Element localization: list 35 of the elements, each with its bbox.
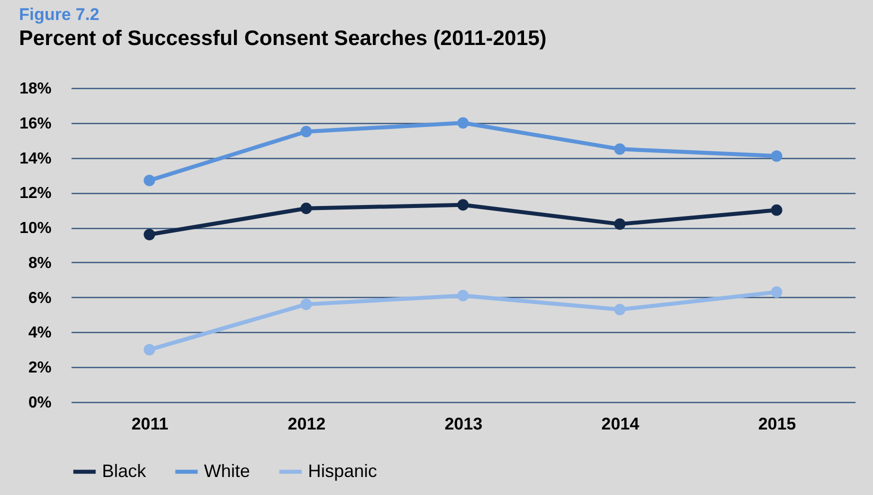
point xyxy=(300,298,312,310)
point xyxy=(457,199,469,211)
x-tick-label: 2012 xyxy=(288,414,326,434)
y-tick-label: 12% xyxy=(19,185,52,202)
point xyxy=(770,204,782,216)
y-tick-label: 18% xyxy=(19,80,52,98)
point xyxy=(144,228,156,240)
point xyxy=(300,202,312,214)
point xyxy=(457,290,469,302)
y-tick-label: 6% xyxy=(28,290,52,307)
y-tick-label: 14% xyxy=(19,150,52,168)
point xyxy=(144,174,156,186)
y-tick-label: 8% xyxy=(28,254,52,272)
chart-subtitle: Percent of Successful Consent Searches (2011-2015) xyxy=(18,27,547,50)
x-tick-label: 2013 xyxy=(444,414,482,434)
point xyxy=(770,150,782,162)
x-tick-label: 2011 xyxy=(131,414,168,434)
y-tick-label: 4% xyxy=(28,324,52,342)
point xyxy=(300,126,312,138)
legend-label: Hispanic xyxy=(308,460,378,481)
point xyxy=(144,344,156,356)
point xyxy=(614,304,626,316)
point xyxy=(614,143,626,155)
y-tick-label: 10% xyxy=(19,220,52,238)
y-tick-label: 0% xyxy=(28,394,52,412)
point xyxy=(457,117,469,129)
y-tick-label: 2% xyxy=(28,360,52,377)
x-tick-label: 2014 xyxy=(601,414,640,434)
point xyxy=(614,218,626,230)
legend-label: Black xyxy=(102,460,148,481)
legend-label: White xyxy=(204,460,250,481)
y-tick-label: 16% xyxy=(19,115,52,132)
point xyxy=(770,286,782,298)
chart-title: Figure 7.2 xyxy=(18,5,100,24)
x-tick-label: 2015 xyxy=(758,414,796,434)
